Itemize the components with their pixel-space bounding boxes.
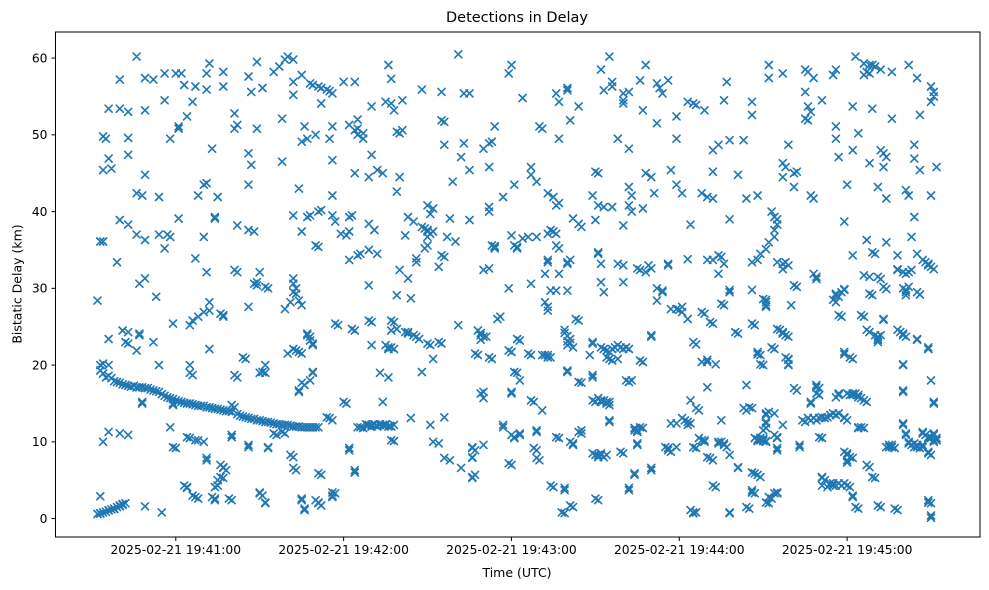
y-tick-label: 10 — [32, 435, 48, 449]
x-tick-label: 2025-02-21 19:42:00 — [278, 543, 409, 557]
axis-ticks — [51, 57, 848, 541]
y-tick-label: 40 — [32, 205, 48, 219]
y-tick-label: 20 — [32, 358, 48, 372]
axis-tick-labels: 2025-02-21 19:41:00 2025-02-21 19:42:00 20… — [32, 51, 913, 557]
y-tick-label: 0 — [40, 512, 48, 526]
x-axis-label: Time (UTC) — [482, 565, 552, 580]
x-tick-label: 2025-02-21 19:45:00 — [782, 543, 913, 557]
x-tick-label: 2025-02-21 19:43:00 — [446, 543, 577, 557]
y-tick-label: 30 — [32, 282, 48, 296]
y-tick-label: 50 — [32, 128, 48, 142]
plot-frame — [55, 31, 981, 538]
x-tick-label: 2025-02-21 19:44:00 — [614, 543, 745, 557]
x-tick-label: 2025-02-21 19:41:00 — [110, 543, 241, 557]
scatter-points — [93, 50, 941, 523]
y-tick-label: 60 — [32, 51, 48, 65]
chart-title: Detections in Delay — [445, 10, 589, 26]
